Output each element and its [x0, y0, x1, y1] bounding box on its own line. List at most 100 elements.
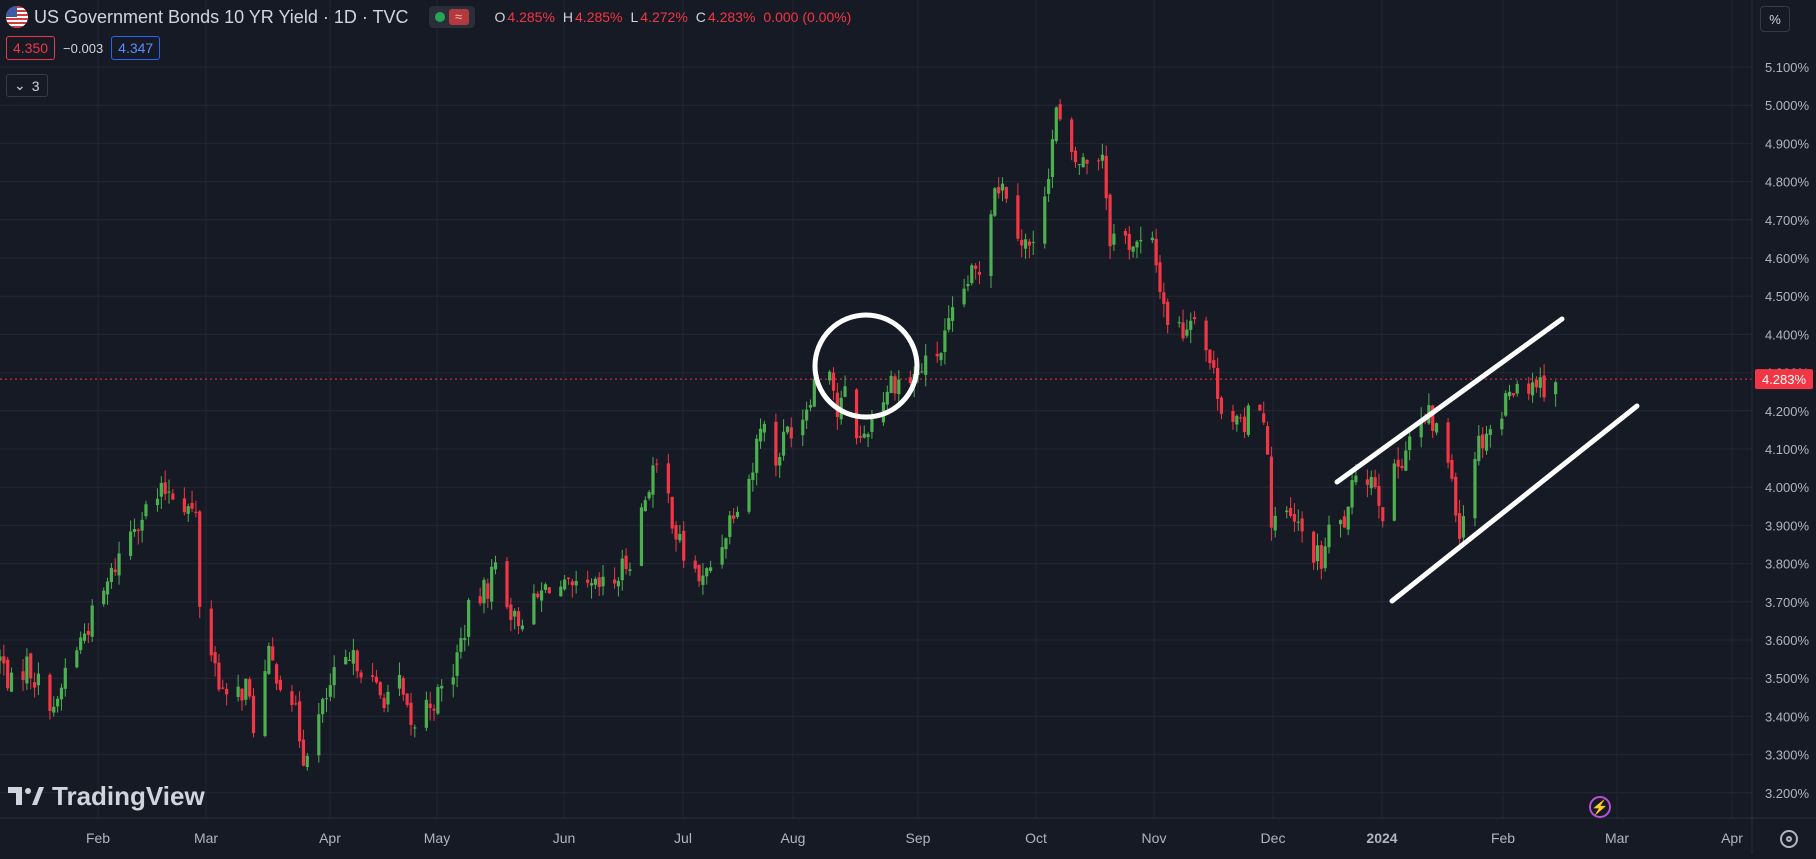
candle-up — [1434, 423, 1439, 433]
candle-down — [1342, 516, 1346, 528]
candle-up — [1235, 415, 1239, 425]
market-status-pill[interactable]: ≈ — [428, 6, 475, 28]
ohlc-change-value: 0.000 (0.00%) — [763, 9, 852, 25]
candle-down — [1262, 413, 1266, 423]
gear-icon[interactable] — [1780, 830, 1798, 848]
candle-up — [1500, 418, 1504, 430]
channel-lower-line[interactable] — [1389, 403, 1640, 604]
candle-down — [1181, 322, 1185, 339]
candle-up — [728, 515, 732, 537]
candle-down — [977, 271, 982, 275]
channel-upper-line[interactable] — [1334, 316, 1565, 485]
candle-down — [1096, 160, 1101, 162]
candle-up — [1139, 240, 1143, 242]
symbol-legend: US Government Bonds 10 YR Yield · 1D · T… — [6, 4, 857, 30]
y-tick-label: 5.000% — [1765, 98, 1810, 113]
x-tick-label: Aug — [781, 830, 806, 846]
candle-up — [1338, 520, 1343, 525]
time-axis: Feb Mar Apr May Jun Jul Aug Sep Oct Nov Dec 2024 Feb… — [86, 830, 1743, 846]
bid-button[interactable]: 4.350 — [6, 36, 56, 60]
highlight-circle[interactable] — [812, 312, 920, 420]
candle-down — [1292, 513, 1297, 522]
candle-up — [539, 590, 544, 601]
candle-up — [482, 579, 486, 604]
candle-up — [186, 506, 190, 514]
candle-up — [643, 500, 647, 512]
candle-down — [1158, 262, 1162, 293]
candle-down — [32, 682, 37, 688]
candle-up — [1323, 546, 1327, 569]
percent-scale-button[interactable]: % — [1760, 6, 1790, 32]
candle-up — [490, 566, 494, 602]
candle-up — [593, 578, 597, 585]
ohlc-open-key: O — [494, 9, 506, 25]
candle-down — [597, 577, 601, 588]
candle-down — [86, 630, 90, 635]
candle-up — [989, 214, 993, 277]
candle-up — [1346, 506, 1350, 530]
candle-down — [225, 688, 229, 695]
candle-up — [36, 673, 41, 686]
candle-down — [547, 587, 551, 594]
y-tick-label: 4.700% — [1765, 213, 1810, 228]
y-tick-label: 3.500% — [1765, 671, 1810, 686]
candle-down — [248, 679, 252, 697]
candle-up — [397, 674, 402, 689]
candle-down — [1216, 368, 1220, 399]
candle-down — [505, 561, 509, 608]
indicators-toggle[interactable]: ⌄ 3 — [6, 74, 48, 97]
candle-down — [290, 691, 294, 705]
candle-down — [1104, 155, 1108, 199]
candle-up — [1507, 391, 1512, 397]
x-tick-label: Nov — [1142, 830, 1167, 846]
ask-button[interactable]: 4.347 — [111, 36, 161, 60]
candle-down — [1154, 238, 1158, 266]
candle-down — [136, 529, 140, 532]
candle-down — [359, 672, 363, 678]
candle-down — [858, 435, 862, 438]
ohlc-close-value: 4.283% — [707, 9, 756, 25]
candle-up — [56, 698, 60, 707]
candle-down — [666, 463, 670, 494]
candle-down — [217, 662, 221, 690]
indicators-count: 3 — [31, 77, 40, 94]
candle-up — [724, 538, 728, 550]
candle-up — [263, 671, 267, 737]
candle-up — [159, 482, 163, 497]
candle-up — [144, 504, 148, 517]
candle-down — [697, 564, 701, 582]
candle-down — [1373, 477, 1377, 488]
candle-down — [1208, 349, 1212, 364]
last-price-text: 4.283% — [1762, 372, 1807, 387]
candle-down — [1162, 292, 1166, 304]
candle-down — [1239, 417, 1243, 419]
candle-up — [236, 686, 240, 697]
y-tick-label: 4.900% — [1765, 136, 1810, 151]
candle-down — [209, 608, 213, 656]
candle-up — [778, 457, 782, 466]
candle-up — [347, 659, 352, 661]
candle-up — [1473, 458, 1477, 519]
candle-up — [1023, 239, 1028, 249]
candle-up — [947, 318, 951, 330]
quote-row: 4.350 −0.003 4.347 — [6, 36, 161, 60]
candle-up — [1392, 463, 1396, 521]
symbol-title[interactable]: US Government Bonds 10 YR Yield · 1D · T… — [34, 6, 409, 27]
candle-up — [82, 633, 87, 641]
candle-down — [774, 421, 778, 466]
candle-up — [63, 667, 67, 689]
candle-down — [509, 604, 513, 620]
lightning-icon[interactable]: ⚡ — [1589, 796, 1611, 818]
candle-down — [935, 353, 939, 357]
candle-down — [1454, 476, 1458, 516]
candle-up — [424, 699, 428, 728]
candle-down — [908, 377, 912, 384]
candle-down — [1481, 434, 1485, 449]
candle-down — [428, 703, 432, 708]
candle-up — [1112, 233, 1116, 245]
tradingview-logo[interactable]: TradingView — [8, 781, 205, 812]
x-tick-label: Sep — [906, 830, 931, 846]
wave-icon: ≈ — [448, 9, 469, 25]
